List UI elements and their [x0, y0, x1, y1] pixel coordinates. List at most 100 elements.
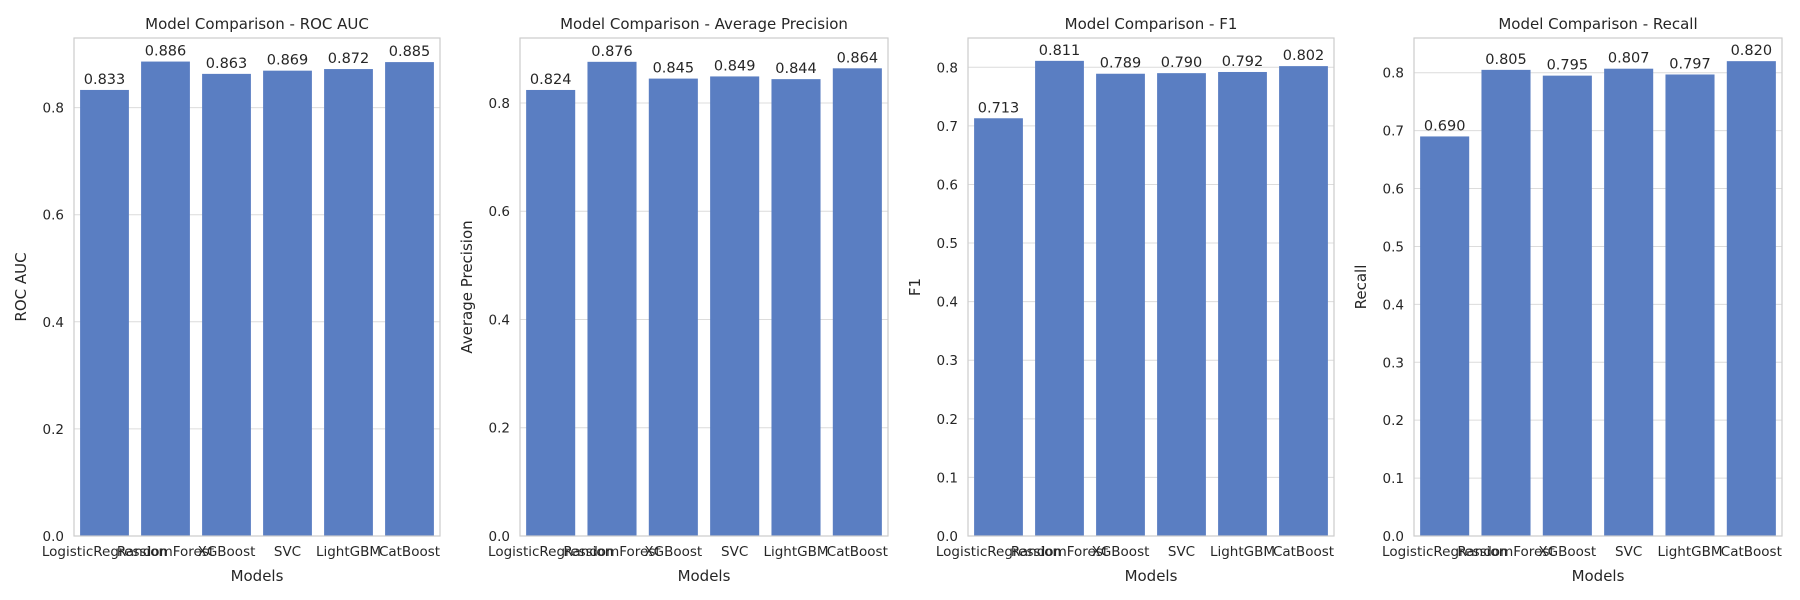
- y-tick-label: 0.0: [1383, 529, 1404, 545]
- y-tick-label: 0.0: [937, 529, 958, 545]
- chart-panel-4: 0.690 LogisticRegression 0.805 RandomForest…: [1352, 15, 1783, 585]
- bar-xgboost: [648, 78, 698, 536]
- y-axis-label: F1: [906, 278, 924, 296]
- chart-title: Model Comparison - F1: [1065, 15, 1238, 33]
- bar-lightgbm: [1218, 71, 1267, 537]
- bar-randomforest: [1035, 60, 1084, 536]
- chart-title: Model Comparison - Average Precision: [560, 15, 848, 33]
- data-label: 0.807: [1608, 51, 1650, 67]
- bar-xgboost: [1542, 75, 1592, 537]
- bar-randomforest: [141, 61, 190, 537]
- bar-logisticregression: [974, 118, 1023, 537]
- x-tick-label: LogisticRegression: [936, 544, 1061, 560]
- chart-panel-2: 0.824 LogisticRegression 0.876 RandomForest…: [458, 15, 889, 585]
- x-tick-label: CatBoost: [1273, 544, 1334, 560]
- y-tick-label: 0.7: [937, 119, 958, 135]
- bar-catboost: [832, 68, 882, 536]
- y-tick-label: 0.0: [43, 529, 64, 545]
- bar-svc: [1157, 73, 1206, 536]
- bar-xgboost: [202, 73, 251, 537]
- bar-catboost: [1726, 61, 1776, 537]
- x-tick-label: CatBoost: [379, 544, 440, 560]
- data-label: 0.886: [145, 44, 187, 60]
- y-tick-label: 0.0: [489, 529, 510, 545]
- data-label: 0.797: [1669, 56, 1711, 72]
- x-tick-label: LightGBM: [316, 544, 381, 560]
- y-tick-label: 0.5: [1383, 239, 1404, 255]
- x-tick-label: CatBoost: [827, 544, 888, 560]
- data-label: 0.833: [84, 72, 126, 88]
- x-tick-label: CatBoost: [1721, 544, 1782, 560]
- bar-catboost: [1279, 66, 1328, 537]
- bar-randomforest: [587, 61, 637, 537]
- bar-logisticregression: [526, 89, 576, 537]
- y-tick-label: 0.5: [937, 236, 958, 252]
- x-axis-label: Models: [678, 567, 731, 585]
- y-tick-label: 0.8: [43, 101, 64, 117]
- y-tick-label: 0.2: [937, 412, 958, 428]
- y-axis-label: Recall: [1352, 265, 1370, 310]
- x-tick-label: LightGBM: [1657, 544, 1722, 560]
- data-label: 0.792: [1222, 54, 1264, 70]
- y-tick-label: 0.7: [1383, 124, 1404, 140]
- x-axis-label: Models: [231, 567, 284, 585]
- y-tick-label: 0.1: [937, 470, 958, 486]
- chart-panel-1: 0.833 LogisticRegression 0.886 RandomForest…: [12, 15, 441, 585]
- bar-lightgbm: [1665, 74, 1715, 537]
- plot-frame: [519, 37, 889, 537]
- data-label: 0.845: [653, 61, 695, 77]
- data-label: 0.790: [1161, 55, 1203, 71]
- x-tick-label: LightGBM: [763, 544, 828, 560]
- y-axis-label: ROC AUC: [12, 252, 30, 321]
- x-tick-label: XGBoost: [1092, 544, 1150, 560]
- x-tick-label: XGBoost: [198, 544, 256, 560]
- y-tick-label: 0.8: [937, 60, 958, 76]
- data-label: 0.789: [1100, 56, 1142, 72]
- y-tick-label: 0.6: [489, 204, 510, 220]
- y-tick-label: 0.3: [1383, 355, 1404, 371]
- y-tick-label: 0.2: [489, 421, 510, 437]
- x-tick-label: SVC: [274, 544, 301, 560]
- y-tick-label: 0.4: [489, 312, 510, 328]
- data-label: 0.869: [267, 53, 309, 69]
- x-tick-label: XGBoost: [1538, 544, 1596, 560]
- chart-title: Model Comparison - ROC AUC: [145, 15, 369, 33]
- y-tick-label: 0.6: [1383, 182, 1404, 198]
- plot-frame: [73, 37, 441, 537]
- y-tick-label: 0.3: [937, 353, 958, 369]
- plot-frame: [967, 37, 1335, 537]
- data-label: 0.824: [530, 72, 572, 88]
- y-tick-label: 0.2: [1383, 413, 1404, 429]
- x-tick-label: XGBoost: [644, 544, 702, 560]
- y-tick-label: 0.4: [937, 295, 958, 311]
- y-tick-label: 0.1: [1383, 471, 1404, 487]
- y-tick-label: 0.2: [43, 422, 64, 438]
- x-tick-label: SVC: [1168, 544, 1195, 560]
- y-tick-label: 0.8: [489, 96, 510, 112]
- data-label: 0.876: [591, 44, 633, 60]
- y-axis-label: Average Precision: [458, 220, 476, 353]
- data-label: 0.863: [206, 56, 248, 72]
- y-tick-label: 0.8: [1383, 66, 1404, 82]
- x-tick-label: RandomForest: [1011, 544, 1108, 560]
- chart-panel-3: 0.713 LogisticRegression 0.811 RandomForest…: [906, 15, 1335, 585]
- data-label: 0.805: [1485, 52, 1527, 68]
- data-label: 0.690: [1424, 118, 1466, 134]
- bar-svc: [263, 70, 312, 536]
- x-tick-label: RandomForest: [1457, 544, 1554, 560]
- bar-svc: [1604, 68, 1654, 536]
- data-label: 0.820: [1731, 43, 1773, 59]
- x-tick-label: LogisticRegression: [42, 544, 167, 560]
- x-tick-label: RandomForest: [117, 544, 214, 560]
- chart-title: Model Comparison - Recall: [1498, 15, 1697, 33]
- data-label: 0.844: [775, 61, 817, 77]
- x-tick-label: LogisticRegression: [488, 544, 613, 560]
- x-axis-label: Models: [1572, 567, 1625, 585]
- plot-frame: [1413, 37, 1783, 537]
- y-tick-label: 0.4: [43, 315, 64, 331]
- y-tick-label: 0.6: [43, 208, 64, 224]
- data-label: 0.713: [978, 100, 1020, 116]
- data-label: 0.872: [328, 51, 370, 67]
- bar-xgboost: [1096, 73, 1145, 536]
- x-tick-label: LightGBM: [1210, 544, 1275, 560]
